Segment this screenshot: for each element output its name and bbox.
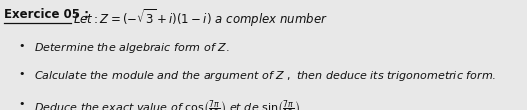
Text: $\mathit{Calculate\ the\ module\ and\ the\ argument\ of\ Z\ ,\ then\ deduce\ its: $\mathit{Calculate\ the\ module\ and\ th… <box>34 69 496 83</box>
Text: •: • <box>18 41 25 51</box>
Text: Exercice 05 :: Exercice 05 : <box>4 8 89 21</box>
Text: $\mathit{Determine\ the\ algebraic\ form\ of\ Z.}$: $\mathit{Determine\ the\ algebraic\ form… <box>34 41 230 55</box>
Text: $\mathit{Let : Z =(-\sqrt{3}+i)(1-i)\ a\ complex\ number}$: $\mathit{Let : Z =(-\sqrt{3}+i)(1-i)\ a\… <box>73 8 328 29</box>
Text: •: • <box>18 69 25 79</box>
Text: •: • <box>18 99 25 109</box>
Text: $\mathit{Deduce\ the\ exact\ value\ of\ \cos\!\left(\frac{7\pi}{12}\right)\ et\ : $\mathit{Deduce\ the\ exact\ value\ of\ … <box>34 99 304 110</box>
